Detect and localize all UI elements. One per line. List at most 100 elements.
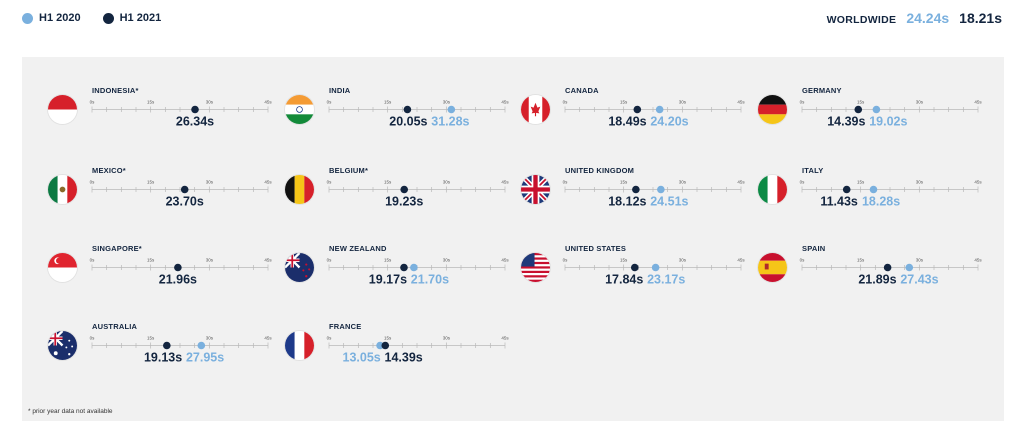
dot-h1-2021-australia (163, 341, 171, 350)
value-label-h1-2020-new-zealand: 21.70s (411, 273, 449, 287)
dot-h1-2021-india (403, 105, 412, 114)
tick-label-india: 0s (327, 100, 333, 105)
country-name-usa: UNITED STATES (565, 244, 627, 253)
value-label-h1-2020-italy: 18.28s (862, 195, 900, 209)
dot-h1-2021-singapore (174, 263, 182, 272)
dot-h1-2020-usa (651, 263, 660, 272)
tick-label-uk: 45s (737, 180, 745, 185)
worldwide-label: WORLDWIDE (826, 14, 897, 26)
dot-h1-2021-france (381, 341, 390, 350)
tick-label-singapore: 30s (206, 258, 214, 263)
new-zealand-flag-icon (285, 253, 314, 282)
country-name-spain: SPAIN (802, 244, 826, 253)
tick-label-indonesia: 0s (90, 100, 96, 105)
country-name-new-zealand: NEW ZEALAND (329, 244, 387, 253)
footnote: * prior year data not available (28, 408, 113, 415)
dot-h1-2020-uk (657, 185, 665, 194)
tick-label-usa: 15s (620, 258, 628, 263)
tick-label-mexico: 15s (147, 180, 155, 185)
tick-label-italy: 0s (800, 180, 806, 185)
country-name-uk: UNITED KINGDOM (565, 166, 635, 175)
tick-label-uk: 15s (620, 180, 628, 185)
dot-h1-2021-new-zealand (400, 263, 408, 272)
tick-label-usa: 0s (563, 258, 569, 263)
value-label-h1-2021-indonesia: 26.34s (176, 115, 214, 129)
usa-flag-icon (521, 253, 550, 282)
tick-label-new-zealand: 30s (443, 258, 451, 263)
value-label-h1-2021-singapore: 21.96s (159, 273, 197, 287)
worldwide-h1-2021-value: 18.21s (959, 10, 1002, 26)
tick-label-india: 15s (384, 100, 392, 105)
dot-h1-2021-germany (854, 105, 863, 114)
value-label-h1-2020-canada: 24.20s (650, 115, 688, 129)
tick-label-belgium: 15s (384, 180, 392, 185)
tick-label-india: 30s (443, 100, 451, 105)
value-label-h1-2021-new-zealand: 19.17s (369, 273, 407, 287)
spain-flag-icon (758, 253, 787, 282)
tick-label-uk: 0s (563, 180, 569, 185)
tick-label-uk: 30s (679, 180, 687, 185)
tick-label-usa: 45s (737, 258, 745, 263)
tick-label-spain: 15s (857, 258, 865, 263)
tick-label-australia: 0s (90, 336, 96, 341)
singapore-flag-icon (48, 253, 77, 282)
india-flag-icon (285, 95, 314, 124)
canada-flag-icon (521, 95, 550, 124)
tick-label-india: 45s (501, 100, 509, 105)
tick-label-mexico: 30s (206, 180, 214, 185)
dot-plot-svg: 0s 15s 30s 45s 26.34s 0s 15s 30s 45s 20.05s 31.28s… (90, 100, 983, 365)
dot-h1-2020-germany (872, 105, 881, 114)
dot-h1-2020-france (376, 341, 384, 350)
germany-flag-icon (758, 95, 787, 124)
tick-label-canada: 0s (563, 100, 569, 105)
tick-label-spain: 45s (974, 258, 982, 263)
legend-dot-2020-icon (22, 12, 33, 24)
dot-h1-2020-india (447, 105, 456, 114)
value-label-h1-2021-india: 20.05s (389, 115, 427, 129)
country-name-singapore: SINGAPORE* (92, 244, 142, 253)
tick-label-canada: 30s (679, 100, 687, 105)
worldwide-h1-2020-value: 24.24s (906, 10, 950, 26)
dot-h1-2021-canada (633, 105, 642, 114)
value-label-h1-2020-australia: 27.95s (186, 351, 224, 365)
tick-label-singapore: 15s (147, 258, 155, 263)
mexico-flag-icon (48, 175, 77, 204)
italy-flag-icon (758, 175, 787, 204)
tick-label-germany: 0s (800, 100, 806, 105)
tick-label-germany: 15s (857, 100, 865, 105)
uk-flag-icon (521, 175, 550, 204)
tick-label-italy: 45s (974, 180, 982, 185)
tick-label-australia: 15s (147, 336, 155, 341)
chart-panel: 0s 15s 30s 45s 26.34s 0s 15s 30s 45s 20.05s 31.28s… (22, 57, 1004, 421)
dot-h1-2020-new-zealand (410, 263, 418, 272)
value-label-h1-2021-spain: 21.89s (858, 273, 896, 287)
country-name-italy: ITALY (802, 166, 824, 175)
country-name-indonesia: INDONESIA* (92, 86, 139, 95)
value-label-h1-2021-australia: 19.13s (144, 351, 182, 365)
tick-label-new-zealand: 0s (327, 258, 333, 263)
country-name-mexico: MEXICO* (92, 166, 126, 175)
value-label-h1-2021-france: 14.39s (385, 351, 423, 365)
tick-label-belgium: 30s (443, 180, 451, 185)
country-name-canada: CANADA (565, 86, 599, 95)
tick-label-australia: 45s (264, 336, 272, 341)
legend: H1 2020 H1 2021 (22, 12, 161, 24)
value-label-h1-2020-usa: 23.17s (647, 273, 685, 287)
tick-label-belgium: 0s (327, 180, 333, 185)
worldwide-summary: WORLDWIDE 24.24s 18.21s (827, 10, 1002, 26)
dot-h1-2021-spain (883, 263, 892, 272)
tick-label-new-zealand: 45s (501, 258, 509, 263)
tick-label-australia: 30s (206, 336, 214, 341)
legend-label-2021: H1 2021 (119, 12, 162, 24)
tick-label-france: 0s (327, 336, 333, 341)
dot-h1-2021-usa (630, 263, 639, 272)
dot-h1-2021-mexico (180, 185, 189, 194)
tick-label-indonesia: 30s (206, 100, 214, 105)
value-label-h1-2020-uk: 24.51s (650, 195, 688, 209)
dot-h1-2020-australia (197, 341, 206, 350)
value-label-h1-2021-canada: 18.49s (608, 115, 646, 129)
legend-item-2020: H1 2020 (22, 12, 81, 24)
tick-label-new-zealand: 15s (384, 258, 392, 263)
legend-item-2021: H1 2021 (102, 12, 162, 24)
australia-flag-icon (48, 331, 77, 360)
